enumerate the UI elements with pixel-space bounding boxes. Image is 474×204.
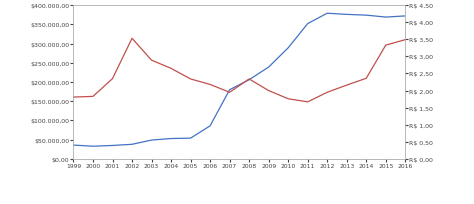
Reservas Internacionais xyxy=(71,144,76,146)
Taxa de Câmbio xyxy=(90,96,96,98)
Reservas Internacionais xyxy=(90,145,96,148)
Taxa de Câmbio xyxy=(168,68,174,70)
Reservas Internacionais xyxy=(246,79,252,82)
Reservas Internacionais xyxy=(324,13,330,15)
Taxa de Câmbio xyxy=(129,38,135,40)
Reservas Internacionais xyxy=(266,67,272,69)
Reservas Internacionais xyxy=(109,144,115,147)
Reservas Internacionais xyxy=(207,125,213,128)
Reservas Internacionais xyxy=(402,16,408,18)
Line: Reservas Internacionais: Reservas Internacionais xyxy=(73,14,405,146)
Reservas Internacionais xyxy=(305,23,310,26)
Reservas Internacionais xyxy=(227,89,232,92)
Reservas Internacionais xyxy=(168,138,174,140)
Taxa de Câmbio xyxy=(266,90,272,92)
Reservas Internacionais xyxy=(285,47,291,50)
Taxa de Câmbio xyxy=(285,98,291,101)
Taxa de Câmbio xyxy=(344,84,349,87)
Taxa de Câmbio xyxy=(364,78,369,80)
Taxa de Câmbio xyxy=(383,45,389,47)
Taxa de Câmbio xyxy=(402,39,408,42)
Line: Taxa de Câmbio: Taxa de Câmbio xyxy=(73,39,405,102)
Taxa de Câmbio xyxy=(324,92,330,94)
Taxa de Câmbio xyxy=(227,92,232,94)
Reservas Internacionais xyxy=(149,139,155,142)
Reservas Internacionais xyxy=(129,143,135,146)
Reservas Internacionais xyxy=(383,17,389,19)
Reservas Internacionais xyxy=(188,137,193,140)
Reservas Internacionais xyxy=(364,15,369,17)
Taxa de Câmbio xyxy=(71,96,76,99)
Taxa de Câmbio xyxy=(246,78,252,81)
Taxa de Câmbio xyxy=(305,101,310,104)
Taxa de Câmbio xyxy=(149,60,155,62)
Taxa de Câmbio xyxy=(109,78,115,80)
Taxa de Câmbio xyxy=(188,78,193,81)
Taxa de Câmbio xyxy=(207,84,213,86)
Reservas Internacionais xyxy=(344,14,349,17)
